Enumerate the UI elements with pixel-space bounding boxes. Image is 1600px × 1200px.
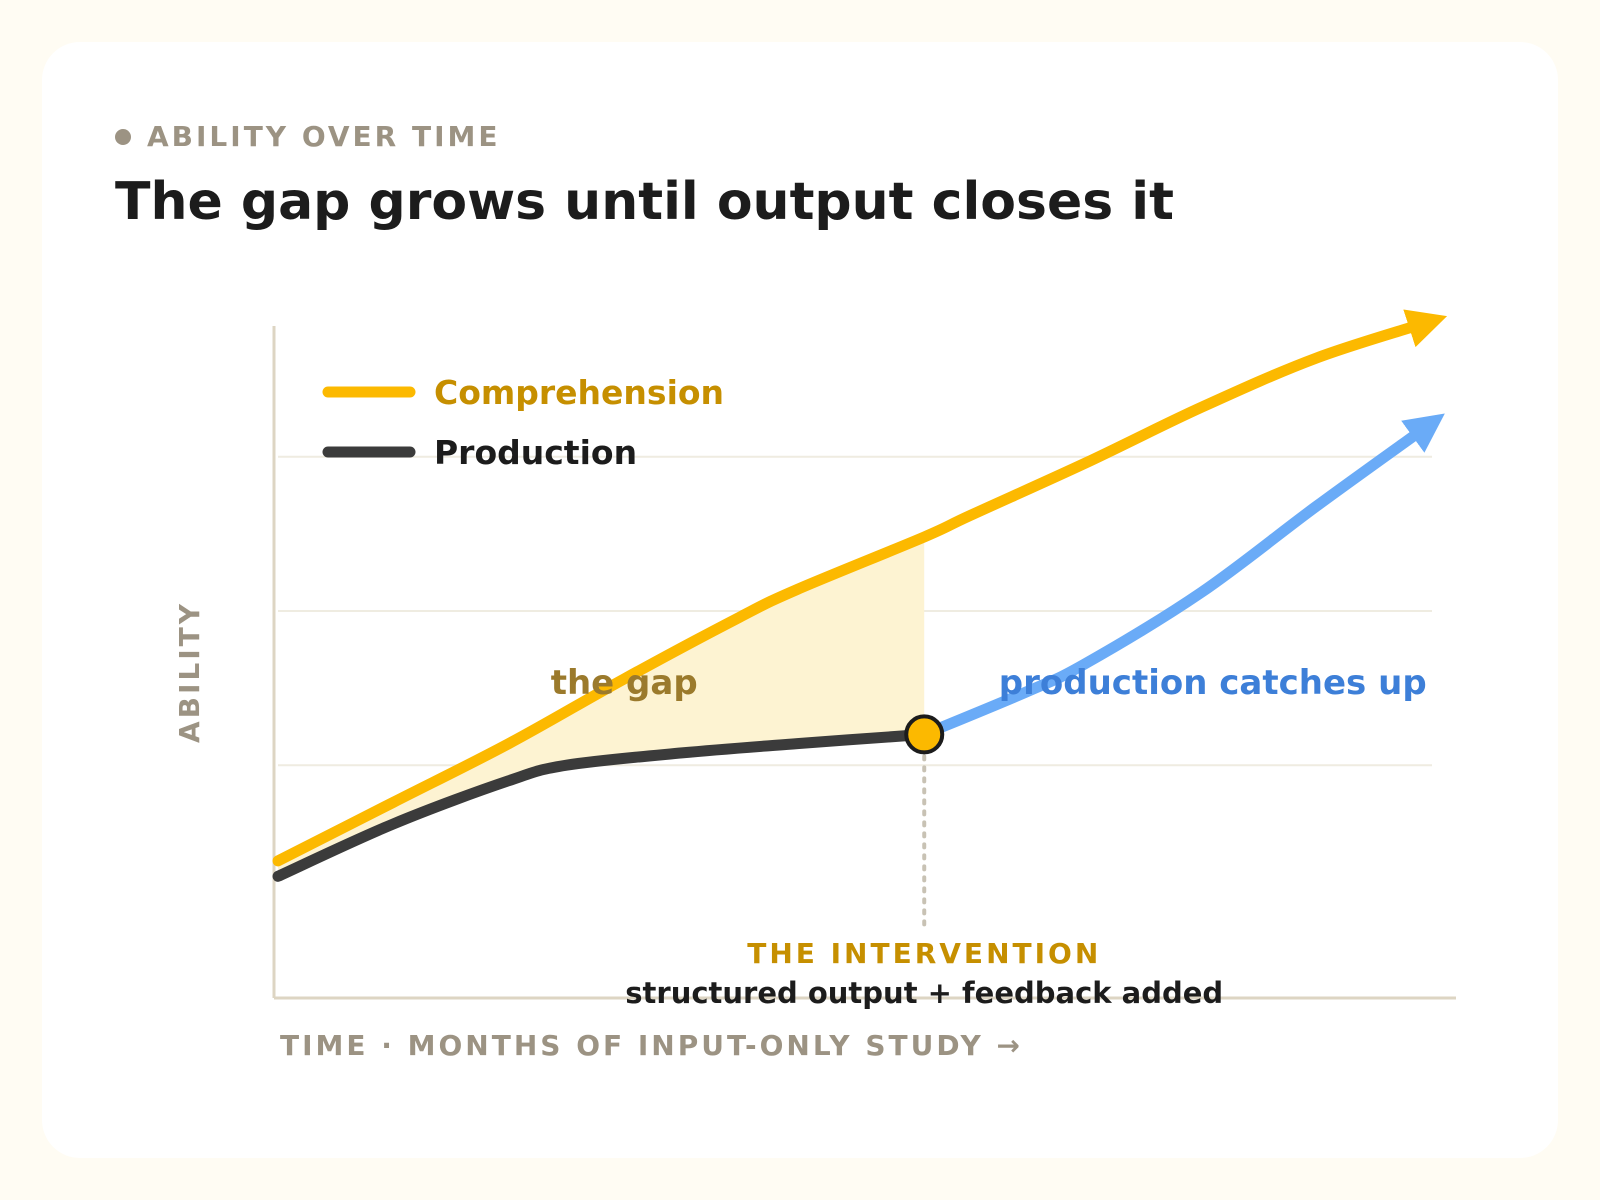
production-line [272,728,930,882]
eyebrow: ABILITY OVER TIME [115,120,500,153]
legend-label-production: Production [434,433,637,472]
eyebrow-text: ABILITY OVER TIME [147,120,501,153]
x-axis-label: TIME · MONTHS OF INPUT-ONLY STUDY → [280,1029,1023,1062]
intervention-subtitle: structured output + feedback added [625,976,1223,1010]
gap-label: the gap [551,663,698,703]
page-title: The gap grows until output closes it [115,172,1174,232]
legend-label-comprehension: Comprehension [434,373,724,412]
gap-area [278,537,925,877]
intervention-point [904,714,945,755]
eyebrow-dot-icon [115,128,131,145]
intervention-title: THE INTERVENTION [747,937,1101,970]
catch-up-line [918,413,1445,740]
comprehension-line [272,309,1448,867]
y-axis-label: ABILITY [173,601,206,743]
catch-up-label: production catches up [999,663,1427,703]
